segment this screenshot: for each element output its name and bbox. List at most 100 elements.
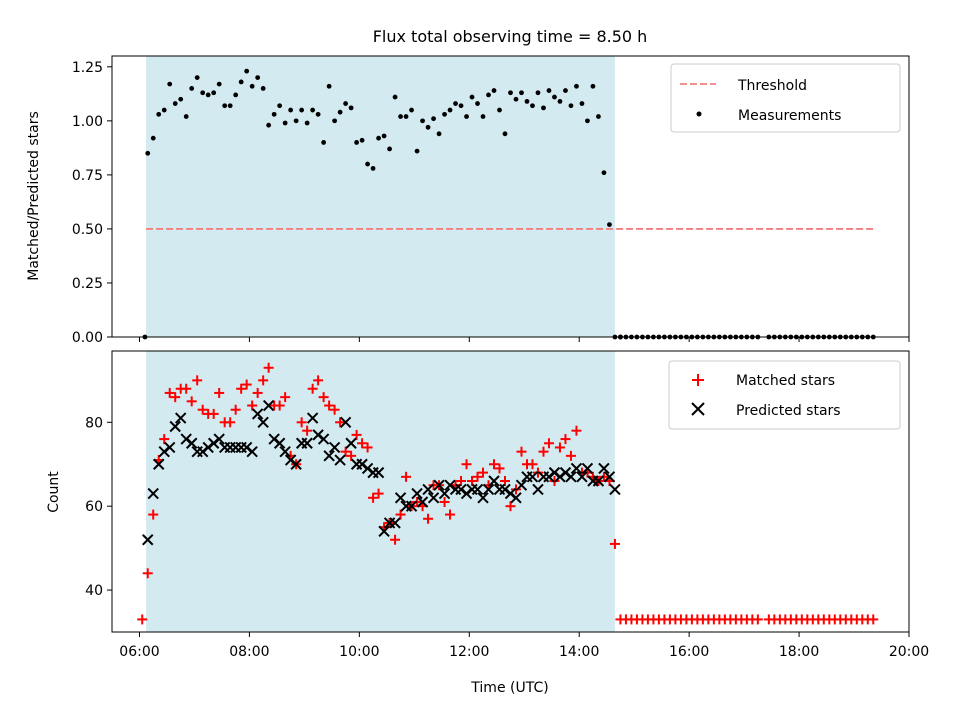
matched-star-marker xyxy=(423,513,434,524)
predicted-star-marker xyxy=(609,483,621,496)
predicted-star-marker-b xyxy=(334,454,346,466)
predicted-star-marker-b xyxy=(592,475,605,487)
measurement-point xyxy=(447,107,453,113)
measurement-point xyxy=(491,88,497,93)
measurement-point xyxy=(519,90,524,96)
matched-star-marker xyxy=(401,471,412,482)
matched-star-marker xyxy=(445,509,456,520)
predicted-star-marker xyxy=(576,471,588,483)
measurement-point xyxy=(326,83,332,89)
measurement-point xyxy=(194,75,200,81)
measurement-point xyxy=(436,131,442,137)
measurement-point xyxy=(233,92,239,98)
predicted-star-marker-b xyxy=(515,479,528,491)
predicted-star-marker-b xyxy=(609,483,621,496)
matched-star-marker xyxy=(181,383,192,394)
matched-star-marker xyxy=(543,438,554,449)
matched-star-marker xyxy=(467,476,478,487)
predicted-star-marker-b xyxy=(323,450,335,462)
measurement-point xyxy=(288,107,294,113)
predicted-star-marker xyxy=(598,462,610,475)
predicted-star-marker xyxy=(510,492,522,504)
top-legend: Threshold Measurements xyxy=(670,63,901,133)
predicted-star-marker xyxy=(488,475,500,487)
predicted-star-marker-b xyxy=(581,462,594,475)
measurement-point xyxy=(387,146,392,152)
predicted-star-marker-b xyxy=(185,437,198,449)
top-y-axis: 0.00 0.25 0.50 0.75 1.00 1.25 xyxy=(72,60,112,346)
measurement-point xyxy=(469,94,475,100)
bottom-legend: Matched stars Predicted stars xyxy=(668,360,901,430)
measurement-point xyxy=(486,92,491,98)
matched-star-marker xyxy=(461,459,472,470)
matched-star-marker xyxy=(439,496,450,507)
measurement-point xyxy=(376,135,381,141)
matched-star-marker xyxy=(395,509,406,520)
predicted-star-marker-b xyxy=(378,525,390,538)
matched-star-marker xyxy=(560,434,571,445)
predicted-star-marker xyxy=(306,412,319,424)
matched-star-marker xyxy=(527,459,538,470)
measurement-point xyxy=(453,101,458,106)
measurement-point xyxy=(266,122,272,128)
matched-star-marker xyxy=(868,614,879,625)
top-y-tick-label-5: 1.25 xyxy=(72,60,103,76)
measurement-point xyxy=(590,83,596,89)
predicted-star-marker xyxy=(438,487,451,500)
top-x-axis-ticks xyxy=(138,337,910,342)
measurement-point xyxy=(337,109,343,115)
predicted-star-marker-b xyxy=(422,483,434,496)
predicted-star-marker xyxy=(345,437,357,449)
predicted-star-marker xyxy=(142,534,154,546)
measurement-point xyxy=(541,105,546,111)
matched-star-marker xyxy=(571,425,582,436)
matched-star-marker xyxy=(313,375,324,386)
predicted-star-marker-b xyxy=(526,471,539,483)
predicted-star-marker xyxy=(147,487,159,500)
predicted-star-marker-b xyxy=(576,471,588,483)
predicted-star-marker-b xyxy=(405,500,418,512)
predicted-star-marker-b xyxy=(164,441,176,454)
measurements-series xyxy=(142,68,876,340)
matched-star-marker xyxy=(214,387,225,398)
predicted-star-marker-b xyxy=(416,496,429,508)
predicted-star-marker-b xyxy=(598,462,610,475)
predicted-star-marker xyxy=(164,441,176,454)
matched-star-marker xyxy=(329,404,340,415)
measurement-point xyxy=(145,150,151,156)
bottom-x-axis: 06:00 08:00 10:00 12:00 14:00 16:00 18:00 20:00 xyxy=(119,632,929,660)
matched-stars-legend-label: Matched stars xyxy=(736,373,835,389)
matched-star-marker xyxy=(142,568,153,579)
measurement-point xyxy=(183,114,189,119)
predicted-star-marker xyxy=(279,445,291,458)
predicted-star-marker xyxy=(389,517,401,529)
matched-star-marker xyxy=(340,446,351,457)
matched-star-marker xyxy=(170,392,181,403)
measurement-point xyxy=(425,124,431,130)
measurement-point xyxy=(189,86,195,91)
matched-star-marker xyxy=(307,383,318,394)
predicted-star-marker-b xyxy=(339,416,352,429)
measurement-point xyxy=(370,166,376,171)
matched-star-marker xyxy=(357,438,368,449)
predicted-star-marker-b xyxy=(257,416,269,429)
predicted-star-marker-b xyxy=(532,483,544,496)
predicted-star-marker xyxy=(581,462,594,475)
matched-star-marker xyxy=(274,400,285,411)
predicted-star-marker xyxy=(411,487,423,500)
top-y-tick-label-3: 0.75 xyxy=(72,168,103,184)
predicted-star-marker-b xyxy=(477,492,489,504)
matched-star-marker xyxy=(186,396,197,407)
bottom-panel: 40 60 80 06:00 08:00 10:00 12:00 14:00 16:00 18:… xyxy=(46,350,929,696)
predicted-stars-series xyxy=(142,399,621,546)
predicted-star-marker-b xyxy=(433,479,445,491)
measurement-point xyxy=(579,101,585,106)
predicted-star-marker-b xyxy=(488,475,500,487)
measurement-point xyxy=(249,83,255,89)
matched-star-marker xyxy=(247,400,258,411)
measurement-point xyxy=(260,86,266,91)
measurement-point xyxy=(502,131,508,137)
matched-star-marker xyxy=(192,375,203,386)
predicted-star-marker xyxy=(328,441,341,454)
measurement-point xyxy=(403,114,409,119)
